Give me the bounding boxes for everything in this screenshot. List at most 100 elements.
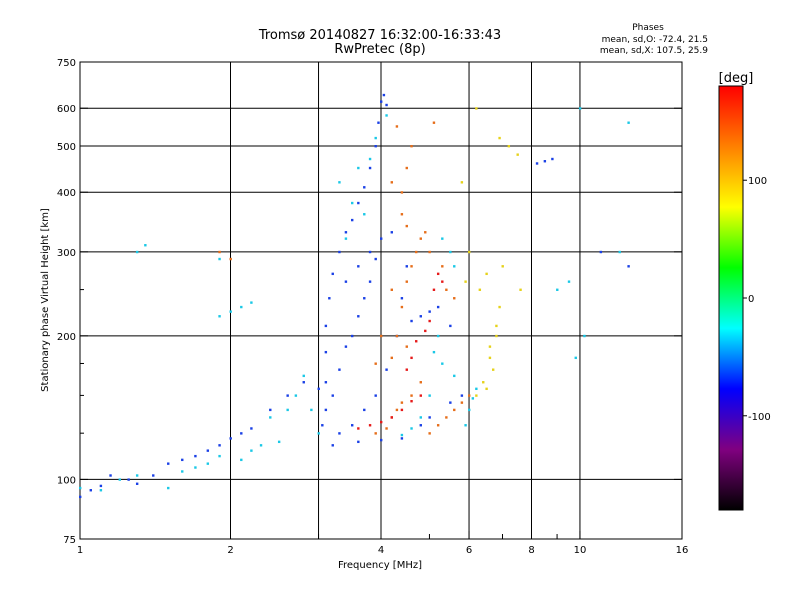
scatter-point (419, 424, 422, 427)
scatter-point (460, 394, 464, 397)
scatter-point (428, 394, 431, 397)
scatter-point (374, 362, 377, 365)
scatter-point (432, 121, 436, 124)
scatter-point (464, 280, 467, 283)
scatter-point (507, 144, 511, 148)
scatter-point (395, 334, 399, 338)
y-tick-label: 75 (63, 535, 76, 546)
scatter-point (410, 319, 413, 323)
scatter-point (390, 356, 393, 360)
scatter-point (475, 387, 478, 391)
scatter-point (229, 310, 232, 313)
scatter-point (363, 297, 366, 300)
scatter-point (351, 334, 354, 338)
scatter-point (357, 427, 360, 430)
grid-lines (80, 62, 682, 539)
stats-line-x: mean, sd,X: 107.5, 25.9 (600, 46, 708, 56)
scatter-point (324, 350, 328, 354)
scatter-point (436, 305, 440, 309)
scatter-point (468, 250, 471, 254)
scatter-point (344, 280, 348, 283)
scatter-point (419, 394, 422, 397)
colorbar: [deg] 100 0 -100 (718, 71, 771, 511)
scatter-point (377, 121, 380, 124)
scatter-point (385, 427, 388, 430)
scatter-point (410, 144, 413, 148)
scatter-point (374, 432, 377, 435)
scatter-point (488, 345, 492, 348)
scatter-point (357, 201, 360, 205)
scatter-point (390, 288, 393, 291)
scatter-point (368, 280, 372, 283)
scatter-point (428, 250, 431, 254)
scatter-point (368, 424, 372, 427)
scatter-point (79, 495, 82, 499)
scatter-point (419, 315, 422, 318)
scatter-point (118, 478, 121, 481)
scatter-point (410, 394, 413, 397)
scatter-point (331, 272, 334, 276)
scatter-point (167, 462, 170, 465)
scatter-point (445, 288, 448, 291)
scatter-point (380, 420, 383, 424)
scatter-point (357, 265, 360, 268)
scatter-point (286, 394, 289, 397)
scatter-point (218, 454, 221, 458)
scatter-point (324, 324, 328, 328)
scatter-point (410, 427, 413, 430)
scatter-point (310, 408, 313, 412)
plot-area: 1 2 4 6 8 10 16 75 100 200 300 400 500 600 750 (57, 58, 688, 556)
scatter-point (240, 458, 243, 462)
scatter-point (432, 350, 436, 354)
scatter-point (410, 356, 413, 360)
scatter-point (240, 432, 243, 435)
scatter-point (357, 166, 360, 170)
scatter-point (627, 265, 630, 268)
scatter-point (436, 334, 440, 338)
scatter-point (449, 324, 452, 328)
scatter-point (468, 408, 471, 412)
scatter-point (317, 387, 320, 391)
scatter-point (405, 345, 408, 348)
scatter-point (144, 244, 147, 247)
scatter-point (344, 237, 348, 240)
x-axis-label: Frequency [MHz] (338, 560, 422, 571)
scatter-point (428, 432, 431, 435)
y-tick-label: 100 (57, 475, 76, 486)
scatter-point (363, 213, 366, 216)
stats-heading: Phases (632, 23, 664, 33)
scatter-point (135, 250, 139, 254)
scatter-point (368, 166, 372, 170)
scatter-point (471, 397, 475, 400)
scatter-point (338, 368, 341, 371)
scatter-point (424, 231, 427, 234)
scatter-point (419, 237, 422, 240)
scatter-point (468, 394, 471, 397)
scatter-point (583, 334, 586, 338)
scatter-point (286, 408, 289, 412)
scatter-point (475, 107, 478, 110)
y-tick-label: 300 (57, 248, 76, 259)
scatter-point (475, 394, 478, 397)
scatter-point (578, 107, 582, 110)
scatter-point (449, 401, 452, 404)
scatter-point (428, 416, 431, 419)
colorbar-gradient (718, 85, 744, 511)
scatter-point (218, 444, 221, 447)
y-tick-label: 600 (57, 104, 76, 115)
scatter-point (294, 394, 298, 397)
scatter-point (321, 424, 324, 427)
scatter-point (400, 213, 404, 216)
scatter-point (351, 218, 354, 222)
scatter-point (419, 381, 422, 384)
scatter-point (250, 427, 253, 430)
scatter-point (405, 280, 408, 283)
colorbar-ticks: 100 0 -100 (743, 176, 771, 423)
scatter-point (599, 250, 603, 254)
scatter-point (432, 288, 436, 291)
scatter-point (328, 297, 331, 300)
scatter-point (453, 265, 456, 268)
scatter-point (218, 250, 221, 254)
y-tick-label: 400 (57, 188, 76, 199)
scatter-point (351, 424, 354, 427)
